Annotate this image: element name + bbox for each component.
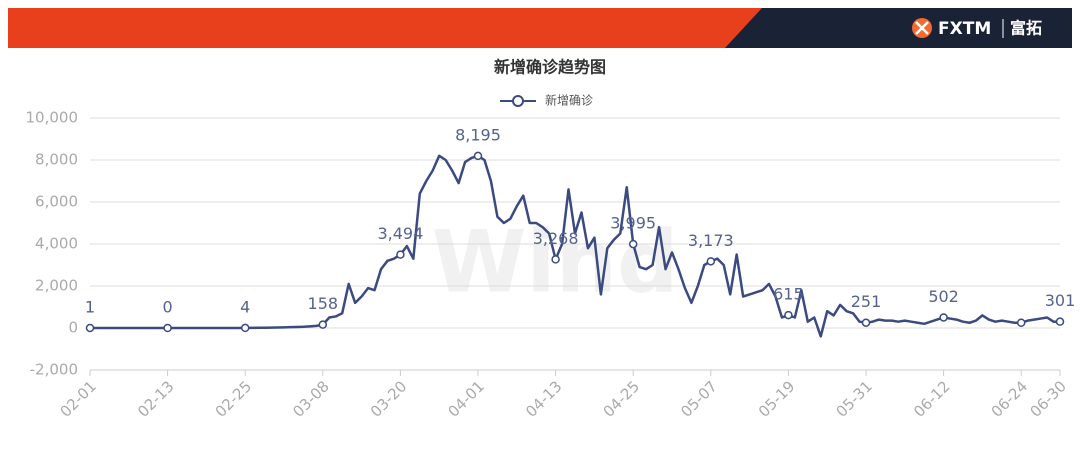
- legend-label: 新增确诊: [545, 93, 593, 108]
- y-tick-label: 10,000: [26, 109, 79, 127]
- x-tick-label: 06-30: [1026, 377, 1070, 421]
- y-tick-label: 0: [68, 319, 78, 337]
- y-tick-label: 4,000: [35, 235, 78, 253]
- value-label: 615: [773, 285, 804, 304]
- x-tick-label: 02-25: [212, 377, 256, 421]
- point-marker: [85, 323, 95, 333]
- logo-mark: [915, 21, 929, 35]
- value-label: 251: [851, 292, 882, 311]
- value-label: 301: [1045, 291, 1076, 310]
- legend: 新增确诊: [500, 93, 593, 108]
- value-label: 158: [308, 294, 339, 313]
- x-tick-label: 06-12: [910, 377, 954, 421]
- x-tick-label: 03-20: [367, 377, 411, 421]
- y-tick-label: -2,000: [30, 361, 78, 379]
- x-tick-label: 05-19: [755, 377, 799, 421]
- point-marker: [551, 255, 560, 264]
- x-tick-label: 04-25: [600, 377, 644, 421]
- point-marker: [163, 323, 172, 333]
- value-label: 3,494: [377, 224, 423, 243]
- header-bar: [8, 8, 768, 48]
- x-tick-label: 05-07: [677, 377, 721, 421]
- point-marker: [1016, 318, 1026, 327]
- point-marker: [473, 151, 483, 161]
- series-line: [89, 154, 1061, 338]
- value-label: 3,995: [610, 214, 656, 233]
- chart-title: 新增确诊趋势图: [494, 58, 606, 77]
- point-marker: [1055, 317, 1065, 326]
- value-label: 8,195: [455, 125, 501, 144]
- x-tick-label: 03-08: [289, 377, 333, 421]
- y-tick-label: 2,000: [35, 277, 78, 295]
- header-brand-panel: [725, 8, 1072, 48]
- value-label: 0: [163, 298, 173, 317]
- x-tick-label: 06-24: [988, 377, 1032, 421]
- point-marker: [784, 310, 793, 320]
- value-label: 3,173: [688, 231, 734, 250]
- brand-cn: 富拓: [1010, 19, 1042, 38]
- value-label: 3,268: [533, 229, 579, 248]
- point-marker: [396, 250, 405, 259]
- value-label: 502: [928, 287, 959, 306]
- legend-marker: [512, 95, 524, 107]
- point-marker: [939, 313, 948, 322]
- brand: FXTM: [938, 19, 991, 39]
- point-marker: [706, 257, 716, 266]
- y-tick-label: 6,000: [35, 193, 78, 211]
- x-tick-label: 02-01: [56, 377, 100, 421]
- point-marker: [318, 320, 328, 329]
- x-tick-label: 02-13: [134, 377, 178, 421]
- x-tick-label: 04-13: [522, 377, 566, 421]
- point-marker: [240, 323, 250, 333]
- x-tick-label: 04-01: [444, 377, 488, 421]
- point-marker: [861, 318, 871, 327]
- point-marker: [628, 239, 638, 249]
- value-label: 4: [240, 297, 250, 316]
- x-tick-label: 05-31: [832, 377, 876, 421]
- value-label: 1: [85, 297, 95, 316]
- y-tick-label: 8,000: [35, 151, 78, 169]
